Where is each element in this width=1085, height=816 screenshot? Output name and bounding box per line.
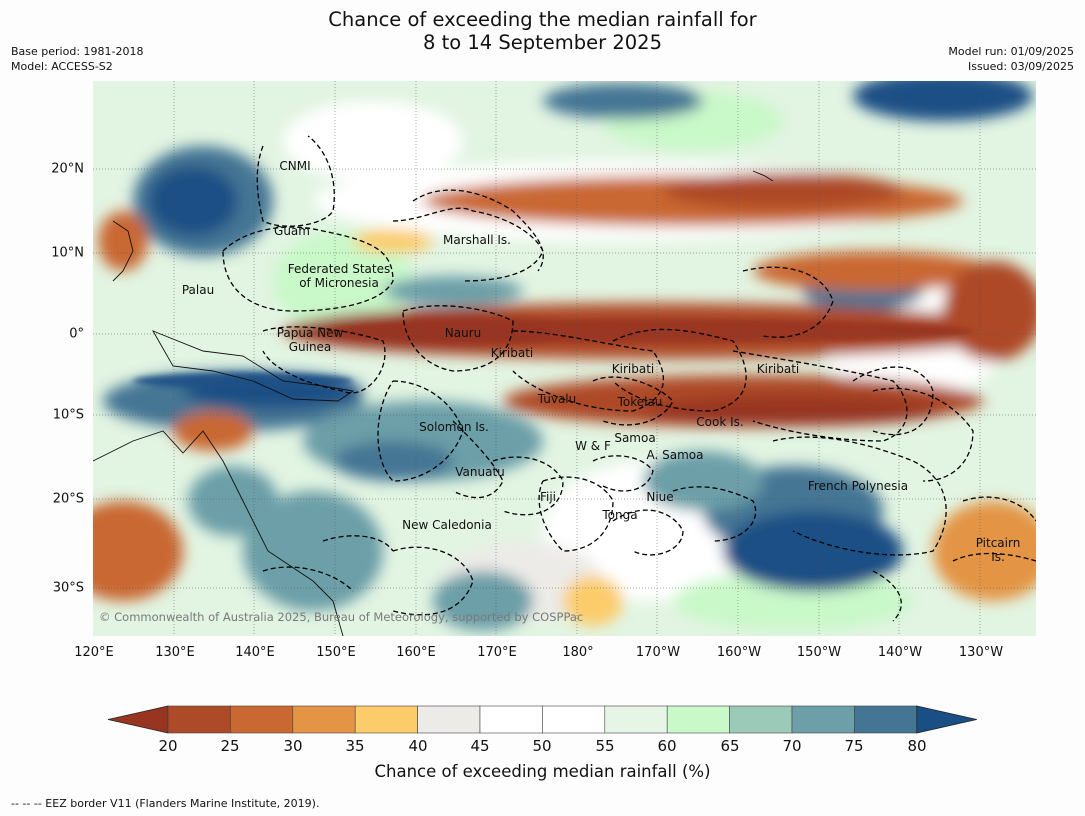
- lon-label: 160°E: [396, 645, 436, 660]
- region-label-palau: Palau: [181, 283, 215, 297]
- graticule: [93, 81, 1036, 636]
- colorbar-cell: [479, 705, 543, 734]
- colorbar-cell: [417, 705, 481, 734]
- lon-label: 130°W: [958, 645, 1004, 660]
- colorbar-cell: [542, 705, 606, 734]
- region-label-png-line1: Papua New: [276, 326, 344, 340]
- region-label-nauru: Nauru: [444, 326, 482, 340]
- lon-label: 120°E: [74, 645, 114, 660]
- lat-label: 20°S: [52, 491, 84, 507]
- model-name: Model: ACCESS-S2: [11, 60, 113, 73]
- colorbar-tick: 25: [220, 737, 240, 755]
- base-period: Base period: 1981-2018: [11, 45, 144, 58]
- lon-label: 150°W: [796, 645, 842, 660]
- colorbar-label: Chance of exceeding median rainfall (%): [374, 762, 711, 781]
- colorbar-tick: 20: [158, 737, 178, 755]
- meta-right: Model run: 01/09/2025 Issued: 03/09/2025: [948, 44, 1074, 74]
- region-label-kiribati-central: Kiribati: [611, 362, 655, 376]
- region-label-fsm-line2: of Micronesia: [299, 276, 379, 290]
- region-label-guam: Guam: [274, 224, 310, 238]
- colorbar-tick: 70: [782, 737, 802, 755]
- colorbar-cell: [354, 705, 418, 734]
- lon-label: 140°E: [235, 645, 275, 660]
- eez-borders: [222, 135, 1036, 622]
- rainfall-map: [93, 81, 1036, 636]
- region-label-new-caledonia: New Caledonia: [402, 518, 492, 532]
- lon-label: 150°E: [316, 645, 356, 660]
- region-label-french-polynesia: French Polynesia: [807, 479, 909, 493]
- region-label-american-samoa: A. Samoa: [646, 448, 704, 462]
- coastlines: [93, 170, 774, 636]
- region-label-marshall: Marshall Is.: [443, 233, 511, 247]
- region-label-pitcairn: Pitcairn Is.: [976, 536, 1021, 564]
- colorbar-cell: [604, 705, 668, 734]
- colorbar-cell: [230, 705, 294, 734]
- colorbar-cell: [666, 705, 730, 734]
- region-label-cnmi: CNMI: [279, 159, 311, 173]
- colorbar-tick: 60: [657, 737, 677, 755]
- colorbar-cell: [854, 705, 918, 734]
- colorbar-tick: 45: [470, 737, 490, 755]
- colorbar-tick: 80: [907, 737, 927, 755]
- colorbar-cells: [107, 705, 977, 734]
- region-label-kiribati-east: Kiribati: [756, 362, 800, 376]
- region-label-fsm-line1: Federated States: [287, 262, 391, 276]
- lon-label: 130°E: [155, 645, 195, 660]
- lat-label: 10°S: [52, 407, 84, 423]
- region-label-pitcairn-line1: Pitcairn: [975, 536, 1021, 550]
- colorbar-tick: 30: [283, 737, 303, 755]
- region-label-samoa: Samoa: [614, 431, 656, 445]
- lat-label: 0°: [69, 326, 84, 342]
- lon-label: 170°E: [477, 645, 517, 660]
- lon-label: 170°W: [635, 645, 681, 660]
- lon-label: 160°W: [716, 645, 762, 660]
- colorbar-tick: 40: [408, 737, 428, 755]
- region-label-fiji: Fiji: [539, 490, 557, 504]
- region-label-vanuatu: Vanuatu: [455, 465, 505, 479]
- region-label-niue: Niue: [646, 490, 674, 504]
- colorbar-cell: [729, 705, 793, 734]
- colorbar-extension-high: [916, 705, 977, 734]
- region-label-solomon: Solomon Is.: [419, 420, 489, 434]
- colorbar-cell: [292, 705, 356, 734]
- region-label-fsm: Federated States of Micronesia: [288, 262, 390, 290]
- colorbar-cell: [167, 705, 231, 734]
- colorbar-tick: 50: [532, 737, 552, 755]
- colorbar-tick: 65: [720, 737, 740, 755]
- region-label-png-line2: Guinea: [288, 340, 332, 354]
- model-run: Model run: 01/09/2025: [948, 45, 1074, 58]
- eez-legend-note: -- -- -- EEZ border V11 (Flanders Marine…: [11, 797, 320, 810]
- map-title: Chance of exceeding the median rainfall …: [0, 8, 1085, 54]
- lon-label: 180°: [562, 645, 594, 660]
- lat-label: 30°S: [52, 580, 84, 596]
- region-label-kiribati-west: Kiribati: [490, 346, 534, 360]
- colorbar-tick: 55: [595, 737, 615, 755]
- region-label-tuvalu: Tuvalu: [537, 392, 577, 406]
- region-label-tonga: Tonga: [602, 508, 638, 522]
- meta-left: Base period: 1981-2018 Model: ACCESS-S2: [11, 44, 143, 74]
- region-label-pitcairn-line2: Is.: [991, 550, 1005, 564]
- colorbar-tick: 75: [844, 737, 864, 755]
- region-label-cook: Cook Is.: [696, 415, 744, 429]
- lat-label: 10°N: [51, 245, 84, 261]
- lat-label: 20°N: [51, 161, 84, 177]
- colorbar-cell: [791, 705, 855, 734]
- region-label-wallis-futuna: W & F: [575, 439, 611, 453]
- title-line-2: 8 to 14 September 2025: [423, 31, 662, 54]
- lon-label: 140°W: [877, 645, 923, 660]
- title-line-1: Chance of exceeding the median rainfall …: [328, 8, 757, 31]
- issued-date: Issued: 03/09/2025: [967, 60, 1074, 73]
- colorbar: [107, 705, 977, 734]
- colorbar-extension-low: [107, 705, 169, 734]
- region-label-png: Papua New Guinea: [277, 326, 344, 354]
- region-label-tokelau: Tokelau: [617, 395, 663, 409]
- copyright-notice: © Commonwealth of Australia 2025, Bureau…: [99, 610, 584, 624]
- colorbar-tick: 35: [345, 737, 365, 755]
